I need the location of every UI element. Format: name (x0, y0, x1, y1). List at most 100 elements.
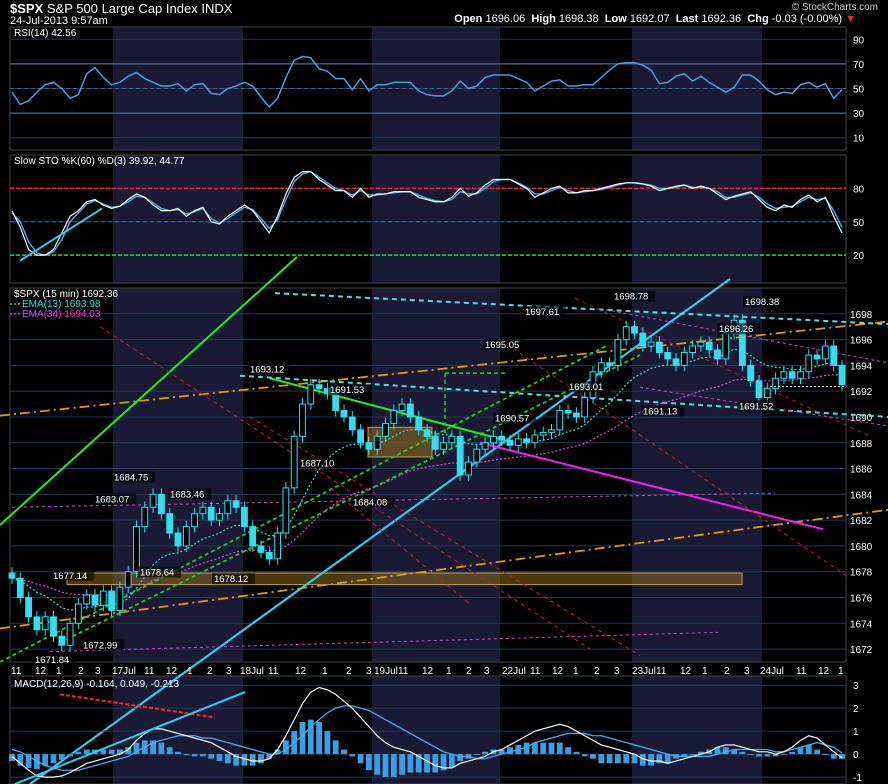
macd-histogram-bar (780, 754, 787, 756)
x-tick-label: 11 (530, 666, 541, 677)
candle-body (581, 397, 589, 418)
y-tick-label: 1698 (850, 310, 873, 321)
macd-histogram-bar (797, 747, 804, 755)
macd-histogram-bar (299, 721, 306, 755)
ema13-legend: EMA(13) 1693.98 (22, 299, 101, 310)
macd-histogram-bar (789, 751, 796, 755)
macd-histogram-bar (498, 749, 505, 755)
candle-body (91, 594, 99, 606)
candle-body (58, 635, 66, 646)
y-tick-label: 50 (853, 218, 865, 229)
x-tick-label: 2 (207, 666, 213, 677)
chart-title: $SPX S&P 500 Large Cap Index INDX (10, 1, 232, 16)
y-tick-label: 10 (853, 134, 865, 145)
macd-histogram-bar (689, 754, 696, 756)
annotation-bg (612, 290, 656, 302)
candle-body (116, 586, 124, 611)
candle-body (514, 438, 522, 446)
x-tick-label: 11 (796, 666, 807, 677)
candle-body (282, 487, 290, 534)
candle-body (597, 362, 605, 373)
sto-trendline (19, 207, 103, 262)
x-tick-label: 18Jul (240, 666, 264, 677)
candle-body (216, 513, 223, 521)
y-tick-label: 1688 (850, 439, 873, 450)
chart-datetime: 24-Jul-2013 9:57am (10, 15, 108, 27)
macd-histogram-bar (664, 754, 671, 764)
macd-histogram-bar (108, 749, 115, 755)
x-tick-label: 17Jul (112, 666, 136, 677)
candle-body (348, 416, 356, 431)
macd-histogram-bar (25, 754, 32, 768)
green-steep-trendline (0, 256, 298, 526)
candle-body (207, 506, 215, 521)
candle-body (788, 371, 796, 379)
macd-histogram-bar (747, 754, 754, 756)
session-shade (372, 155, 500, 283)
macd-histogram-bar (614, 754, 621, 764)
macd-histogram-bar (50, 754, 57, 764)
candle-body (489, 435, 497, 444)
price-annotation: 1687.10 (300, 458, 334, 469)
macd-histogram-bar (75, 751, 82, 755)
sto-legend: Slow STO %K(60) %D(3) 39.92, 44.77 (14, 156, 185, 167)
macd-histogram-bar (150, 740, 157, 755)
macd-histogram-bar (697, 751, 704, 755)
macd-histogram-bar (407, 754, 414, 773)
annotation-bg (168, 488, 212, 500)
macd-histogram-bar (756, 754, 762, 757)
macd-histogram-bar (282, 740, 289, 755)
price-annotation: 1696.26 (719, 324, 753, 335)
price-annotation: 1698.38 (745, 297, 779, 308)
x-tick-label: 1 (838, 666, 844, 677)
candle-body (838, 364, 846, 386)
exchange: INDX (201, 1, 233, 16)
x-tick-label: 11 (656, 666, 667, 677)
candle-body (772, 377, 780, 390)
price-annotation: 1677.14 (53, 571, 87, 582)
y-tick-label: 1 (853, 727, 859, 738)
candle-body (722, 332, 730, 360)
orange-channel-lower (0, 508, 888, 630)
x-tick-label: 1 (702, 666, 708, 677)
price-annotation: 1693.12 (250, 365, 284, 376)
last-value: 1692.36 (701, 13, 742, 25)
annotation-bg (328, 384, 372, 396)
macd-histogram-bar (531, 742, 538, 755)
macd-histogram-bar (58, 754, 65, 760)
candle-body (357, 429, 365, 444)
macd-histogram-bar (473, 754, 480, 756)
annotation-bg (93, 493, 137, 505)
macd-histogram-bar (17, 754, 24, 766)
x-tick-label: 1 (56, 666, 62, 677)
candle-body (697, 341, 705, 347)
candle-body (423, 429, 431, 437)
y-tick-label: 1692 (850, 387, 873, 398)
annotation-bg (51, 569, 95, 581)
candle-body (249, 526, 257, 547)
macd-histogram-bar (83, 749, 90, 755)
candle-body (805, 354, 813, 373)
macd-histogram-bar (324, 731, 331, 755)
green-dashed-trendline-1 (0, 345, 607, 663)
y-tick-label: 1682 (850, 516, 873, 527)
candle-body (431, 435, 439, 450)
candle-body (265, 551, 273, 560)
price-legend: $SPX (15 min) 1692.36 (14, 289, 118, 300)
macd-histogram-bar (307, 719, 314, 755)
candle-body (257, 545, 265, 553)
green-dashed-trendline-2 (59, 354, 641, 644)
candle-body (224, 500, 232, 515)
candle-body (506, 439, 514, 446)
red-dashed-5 (574, 297, 871, 437)
ema34-line (11, 374, 843, 597)
x-tick-label: 3 (366, 666, 372, 677)
price-annotation: 1683.07 (95, 494, 129, 505)
candle-body (465, 461, 472, 476)
macd-histogram-bar (648, 754, 655, 766)
candle-body (340, 410, 348, 418)
annotation-bg (138, 566, 182, 578)
price-annotation: 1698.78 (614, 292, 648, 303)
macd-histogram-bar (399, 754, 406, 775)
candle-body (456, 435, 464, 476)
